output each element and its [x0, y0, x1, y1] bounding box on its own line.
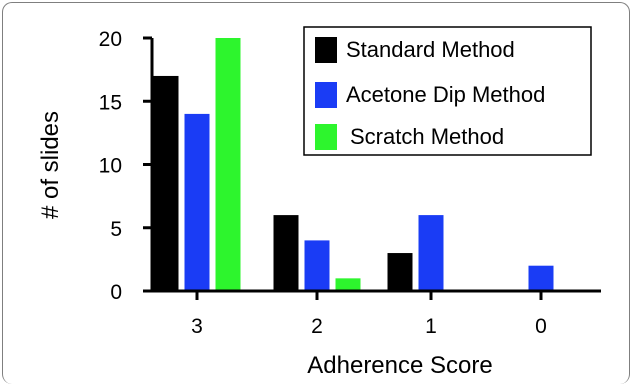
- bar-scratch-method-2: [335, 278, 361, 291]
- x-ticks: 3 2 1 0: [191, 291, 547, 338]
- bar-acetone-dip-method-2: [304, 240, 330, 291]
- legend-swatch: [315, 124, 337, 150]
- y-tick-label: 15: [99, 91, 122, 114]
- x-tick-label: 0: [535, 315, 547, 338]
- y-tick-label: 20: [99, 28, 122, 51]
- bar-acetone-dip-method-0: [528, 265, 554, 291]
- y-tick-label: 10: [99, 155, 122, 178]
- x-tick-label: 2: [311, 315, 323, 338]
- legend: Standard Method Acetone Dip Method Scratch…: [303, 26, 592, 156]
- x-tick-label: 1: [425, 315, 437, 338]
- y-tick-label: 5: [110, 218, 122, 241]
- bar-acetone-dip-method-3: [184, 113, 210, 292]
- bar-scratch-method-3: [215, 38, 241, 291]
- bar-standard-method-3: [153, 75, 179, 291]
- legend-label: Standard Method: [346, 37, 515, 62]
- legend-label: Scratch Method: [350, 124, 504, 149]
- y-tick-label: 0: [110, 281, 122, 304]
- y-axis-label: # of slides: [37, 111, 64, 219]
- y-ticks: 0 5 10 15 20: [99, 28, 152, 304]
- x-axis-label: Adherence Score: [307, 352, 492, 379]
- x-tick-label: 3: [191, 315, 203, 338]
- bars: [153, 38, 554, 292]
- legend-swatch: [315, 82, 337, 108]
- legend-label: Acetone Dip Method: [346, 82, 545, 107]
- bar-acetone-dip-method-1: [418, 215, 444, 291]
- legend-box: [303, 26, 592, 156]
- legend-swatch: [315, 37, 337, 63]
- bar-standard-method-1: [387, 253, 413, 291]
- bar-standard-method-2: [273, 215, 299, 291]
